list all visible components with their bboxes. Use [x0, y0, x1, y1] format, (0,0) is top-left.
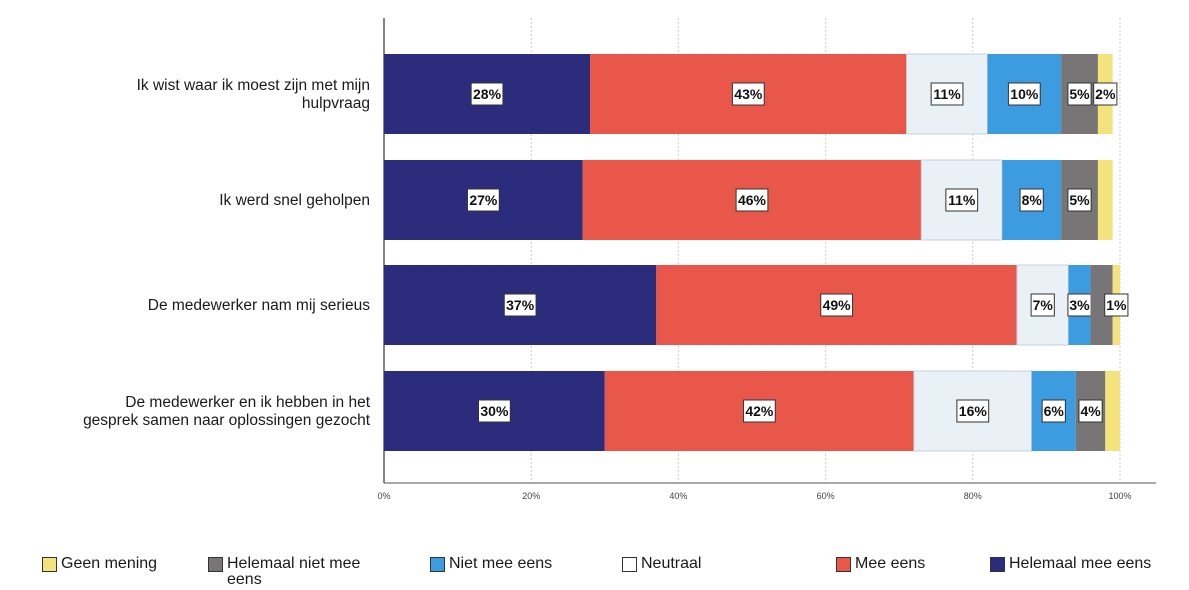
legend-swatch [622, 557, 637, 572]
x-tick-label: 20% [522, 491, 540, 501]
legend-item: Geen mening [42, 556, 157, 572]
data-label-box [1078, 399, 1103, 423]
legend-label: Geen mening [61, 556, 157, 572]
category-label-line: De medewerker en ik hebben in het [125, 394, 370, 411]
legend-swatch [836, 557, 851, 572]
x-tick-label: 40% [669, 491, 687, 501]
data-label: 49% [823, 297, 852, 313]
data-label: 16% [959, 403, 988, 419]
category-label-line: gesprek samen naar oplossingen gezocht [83, 412, 371, 429]
chart-bars: 28% 43% 11% 10% 5% 2% 27% 46% 11% 8% 5% 37% 49% 7% 3% 1… [384, 53, 1129, 452]
data-label: 3% [1069, 297, 1090, 313]
data-label: 46% [738, 192, 767, 208]
chart-category-labels: Ik wist waar ik moest zijn met mijn hulpv… [83, 77, 371, 429]
stacked-bar-chart: 0% 20% 40% 60% 80% 100% 28% 43% 11% 10% 5% 2% 27% 46… [83, 18, 1156, 501]
data-label: 28% [473, 86, 502, 102]
x-tick-label: 80% [964, 491, 982, 501]
legend-label-line: Helemaal mee eens [1009, 555, 1152, 572]
legend-label-line: Mee eens [855, 555, 926, 572]
data-label: 42% [745, 403, 774, 419]
legend-item: Neutraal [622, 556, 701, 572]
legend-label: Helemaal niet mee eens [227, 556, 360, 588]
x-tick-label: 60% [817, 491, 835, 501]
category-label-line: hulpvraag [302, 95, 370, 112]
legend-label-line: eens [227, 571, 262, 588]
data-label-box [1093, 82, 1118, 106]
data-label-box [735, 188, 769, 212]
data-label-box [742, 399, 776, 423]
data-label: 1% [1106, 297, 1127, 313]
category-label-line: Ik wist waar ik moest zijn met mijn [137, 77, 370, 94]
legend-swatch [208, 557, 223, 572]
bar-segment [1097, 160, 1113, 240]
chart-legend: Geen mening Helemaal niet mee eens Niet mee… [0, 550, 1189, 590]
legend-item: Niet mee eens [430, 556, 552, 572]
x-tick-label: 100% [1108, 491, 1131, 501]
data-label-box [930, 82, 964, 106]
data-label: 11% [948, 192, 976, 208]
legend-label: Mee eens [855, 556, 925, 572]
data-label-box [1019, 188, 1044, 212]
data-label: 8% [1022, 192, 1043, 208]
data-label-box [470, 82, 504, 106]
legend-item: Helemaal mee eens [990, 556, 1151, 572]
data-label-box [820, 293, 854, 317]
category-label-line: De medewerker nam mij serieus [148, 297, 370, 314]
legend-label: Helemaal mee eens [1009, 556, 1151, 572]
category-label: De medewerker en ik hebben in het gesprek… [83, 394, 371, 429]
data-label: 7% [1033, 297, 1054, 313]
data-label: 30% [480, 403, 509, 419]
data-label: 5% [1069, 192, 1090, 208]
data-label-box [503, 293, 537, 317]
data-label: 10% [1010, 86, 1039, 102]
legend-item: Helemaal niet mee eens [208, 556, 360, 588]
bar-segment [1105, 371, 1120, 451]
data-label-box [1067, 82, 1092, 106]
category-label: Ik werd snel geholpen [219, 192, 370, 209]
category-label: De medewerker nam mij serieus [148, 297, 370, 314]
bar-segment [1090, 265, 1113, 345]
data-label: 27% [469, 192, 498, 208]
legend-item: Mee eens [836, 556, 925, 572]
legend-label-line: Helemaal niet mee [227, 555, 361, 572]
legend-label-line: Geen mening [61, 555, 158, 572]
category-label-line: Ik werd snel geholpen [219, 192, 370, 209]
legend-swatch [42, 557, 57, 572]
data-label: 43% [734, 86, 763, 102]
legend-swatch [430, 557, 445, 572]
data-label-box [1104, 293, 1129, 317]
legend-label: Neutraal [641, 556, 701, 572]
data-label: 11% [933, 86, 961, 102]
data-label: 4% [1080, 403, 1101, 419]
data-label-box [1007, 82, 1041, 106]
data-label-box [945, 188, 979, 212]
data-label-box [1041, 399, 1066, 423]
legend-label: Niet mee eens [449, 556, 552, 572]
chart-axis: 0% 20% 40% 60% 80% 100% [377, 482, 1156, 501]
data-label-box [956, 399, 990, 423]
category-label: Ik wist waar ik moest zijn met mijn hulpv… [137, 77, 370, 112]
data-label: 5% [1069, 86, 1090, 102]
data-label: 2% [1095, 86, 1116, 102]
data-label: 6% [1044, 403, 1065, 419]
legend-label-line: Neutraal [641, 555, 702, 572]
data-label-box [1030, 293, 1055, 317]
data-label-box [1067, 188, 1092, 212]
legend-label-line: Niet mee eens [449, 555, 553, 572]
data-label-box [466, 188, 500, 212]
legend-swatch [990, 557, 1005, 572]
x-tick-label: 0% [377, 491, 390, 501]
data-label: 37% [506, 297, 535, 313]
data-label-box [478, 399, 511, 423]
data-label-box [731, 82, 765, 106]
